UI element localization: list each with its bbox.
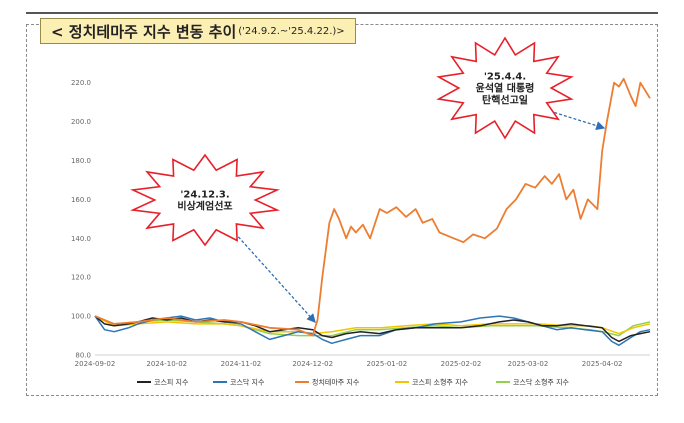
chart-date-range: ('24.9.2.~'25.4.22.)> [238,25,345,37]
legend-label: 코스닥 지수 [230,378,265,387]
series-line-kosdaq [94,315,651,347]
y-tick-label: 80.0 [75,352,91,360]
legend-item-political: 정치테마주 지수 [295,378,360,387]
y-tick-label: 160.0 [71,196,91,204]
legend-item-kospi: 코스피 지수 [137,378,189,387]
annotation-text: '24.12.3. [180,190,229,201]
annotation-text: '25.4.4. [484,72,526,83]
legend-label: 코스닥 소형주 지수 [513,378,570,387]
callout-burst [130,153,280,247]
y-tick-label: 100.0 [71,313,91,321]
annotation-arrow [224,221,316,323]
y-tick-label: 220.0 [71,79,91,87]
legend-label: 코스피 지수 [154,378,189,387]
x-tick-label: 2024-11-02 [221,360,262,368]
x-tick-label: 2025-04-02 [582,360,623,368]
annotation-martial-law: '24.12.3.비상계엄선포 [130,153,316,323]
legend-item-kospi_small: 코스피 소형주 지수 [395,378,469,387]
x-tick-label: 2024-10-02 [146,360,187,368]
y-tick-label: 180.0 [71,157,91,165]
x-axis: 2024-09-02 2024-10-02 2024-11-02 2024-12-02… [75,354,650,368]
legend-item-kosdaq: 코스닥 지수 [213,378,265,387]
series-line-political [94,77,651,337]
x-tick-label: 2025-03-02 [508,360,549,368]
legend: 코스피 지수 코스닥 지수 정치테마주 지수 코스피 소형주 지수 코스닥 소형주 지수 [137,378,570,387]
y-tick-label: 200.0 [71,118,91,126]
legend-label: 코스피 소형주 지수 [412,378,469,387]
y-axis: 80.0 100.0 120.0 140.0 160.0 180.0 200.0 220.0 [71,79,91,359]
legend-label: 정치테마주 지수 [312,378,360,387]
x-tick-label: 2024-09-02 [75,360,116,368]
y-tick-label: 140.0 [71,235,91,243]
annotation-text: 비상계엄선포 [177,200,232,213]
series-group [94,77,651,347]
callout-burst [436,36,574,140]
legend-item-kosdaq_small: 코스닥 소형주 지수 [496,378,570,387]
y-tick-label: 120.0 [71,274,91,282]
x-tick-label: 2025-01-02 [367,360,408,368]
header-rule [26,12,658,14]
chart-title-box: < 정치테마주 지수 변동 추이 ('24.9.2.~'25.4.22.)> [40,18,356,44]
x-tick-label: 2024-12-02 [292,360,333,368]
chart-title: < 정치테마주 지수 변동 추이 [51,22,237,41]
x-tick-label: 2025-02-02 [441,360,482,368]
annotation-text: 윤석열 대통령 [476,82,535,95]
annotation-text: 탄핵선고일 [482,94,528,107]
